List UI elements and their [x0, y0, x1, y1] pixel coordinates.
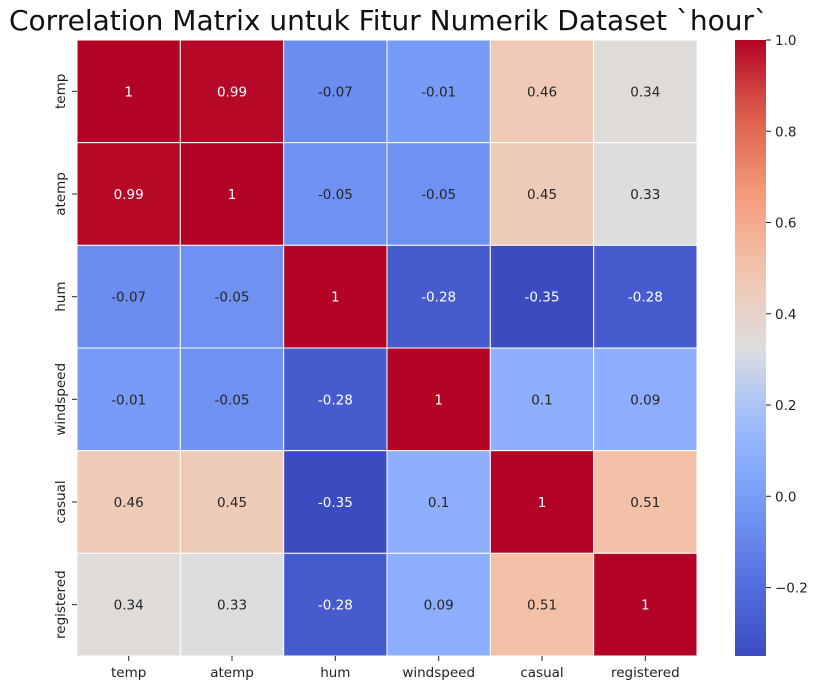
cell-value-label: 0.46 — [527, 84, 557, 100]
cell-value-label: 0.33 — [217, 598, 247, 614]
colorbar-tick-label: 0.4 — [775, 307, 796, 323]
heatmap-cell — [386, 244, 491, 349]
heatmap-cell — [179, 450, 285, 554]
colorbar-tick-label: 0.2 — [775, 398, 796, 414]
y-axis-ticks: temp atemp hum windspeed casual registered — [53, 74, 77, 639]
cell-value-label: -0.05 — [215, 392, 250, 408]
heatmap-cell — [386, 39, 491, 144]
cell-value-label: 0.1 — [428, 495, 449, 511]
heatmap-cell — [283, 39, 388, 144]
colorbar-tick-label: 0.8 — [775, 124, 796, 140]
cell-value-label: -0.28 — [628, 290, 663, 306]
cell-value-label: -0.28 — [318, 598, 353, 614]
x-tick-label: temp — [111, 665, 146, 681]
heatmap-cell — [76, 142, 181, 246]
heatmap-cell — [179, 347, 285, 452]
heatmap-cell — [179, 142, 285, 246]
cell-value-label: -0.28 — [318, 392, 353, 408]
cell-value-label: 1 — [538, 495, 547, 511]
cell-value-label: 1 — [228, 187, 237, 203]
x-tick-label: atemp — [210, 665, 254, 681]
y-tick-label: atemp — [53, 172, 69, 216]
y-tick-label: hum — [53, 282, 69, 312]
heatmap-cell — [386, 347, 491, 452]
heatmap-cell — [489, 450, 595, 554]
heatmap-cell — [283, 347, 388, 452]
cell-value-label: 1 — [641, 598, 650, 614]
chart-title: Correlation Matrix untuk Fitur Numerik D… — [9, 4, 768, 37]
cell-value-label: -0.05 — [215, 290, 250, 306]
heatmap-cell — [76, 39, 181, 144]
heatmap-cell — [593, 552, 698, 657]
cell-value-label: 1 — [434, 392, 443, 408]
heatmap-cell — [489, 244, 595, 349]
x-tick-label: casual — [520, 665, 563, 681]
heatmap-cell — [283, 552, 388, 657]
cell-value-label: -0.05 — [318, 187, 353, 203]
cell-value-label: -0.28 — [421, 290, 456, 306]
heatmap-cell — [76, 244, 181, 349]
cell-value-label: 0.34 — [114, 598, 144, 614]
heatmap-cell — [593, 347, 698, 452]
cell-value-label: -0.07 — [111, 290, 146, 306]
cell-value-label: 1 — [331, 290, 340, 306]
heatmap-cell — [489, 347, 595, 452]
y-tick-label: registered — [53, 570, 69, 639]
colorbar-gradient — [735, 40, 766, 656]
y-tick-label: windspeed — [53, 363, 69, 436]
heatmap-cell — [76, 552, 181, 657]
cell-value-label: -0.35 — [318, 495, 353, 511]
cell-value-label: 0.09 — [424, 598, 454, 614]
cell-value-label: 0.51 — [527, 598, 557, 614]
cell-value-label: 0.99 — [114, 187, 144, 203]
x-axis-ticks: temp atemp hum windspeed casual registered — [111, 656, 680, 681]
heatmap-cells: 1 0.99 -0.07 -0.01 0.46 0.34 0.99 1 -0.05 -0.05 0.… — [76, 39, 698, 657]
cell-value-label: 0.99 — [217, 84, 247, 100]
cell-value-label: -0.07 — [318, 84, 353, 100]
cell-value-label: -0.35 — [525, 290, 560, 306]
heatmap-cell — [593, 450, 698, 554]
cell-value-label: 0.33 — [630, 187, 660, 203]
cell-value-label: 0.1 — [531, 392, 552, 408]
cell-value-label: 0.46 — [114, 495, 144, 511]
heatmap-cell — [283, 244, 388, 349]
heatmap-cell — [76, 450, 181, 554]
cell-value-label: 0.51 — [630, 495, 660, 511]
cell-value-label: -0.05 — [421, 187, 456, 203]
cell-value-label: 0.45 — [217, 495, 247, 511]
heatmap-cell — [179, 244, 285, 349]
colorbar-tick-label: 1.0 — [775, 33, 796, 49]
colorbar-tick-label: 0.6 — [775, 216, 796, 232]
heatmap-cell — [179, 39, 285, 144]
cell-value-label: 0.45 — [527, 187, 557, 203]
heatmap-cell — [593, 244, 698, 349]
heatmap-cell — [489, 552, 595, 657]
cell-value-label: -0.01 — [421, 84, 456, 100]
colorbar-tick-label: −0.2 — [775, 581, 808, 597]
cell-value-label: 1 — [124, 84, 133, 100]
heatmap-cell — [386, 552, 491, 657]
y-tick-label: temp — [53, 74, 69, 109]
y-tick-label: casual — [53, 480, 69, 523]
heatmap-cell — [76, 347, 181, 452]
colorbar: −0.2 0.0 0.2 0.4 0.6 0.8 1.0 — [735, 33, 808, 656]
cell-value-label: 0.34 — [630, 84, 660, 100]
colorbar-tick-label: 0.0 — [775, 489, 796, 505]
heatmap-cell — [386, 142, 491, 246]
cell-value-label: -0.01 — [111, 392, 146, 408]
heatmap-cell — [593, 142, 698, 246]
x-tick-label: hum — [320, 665, 350, 681]
x-tick-label: registered — [611, 665, 680, 681]
cell-value-label: 0.09 — [630, 392, 660, 408]
x-tick-label: windspeed — [402, 665, 475, 681]
heatmap-cell — [283, 142, 388, 246]
